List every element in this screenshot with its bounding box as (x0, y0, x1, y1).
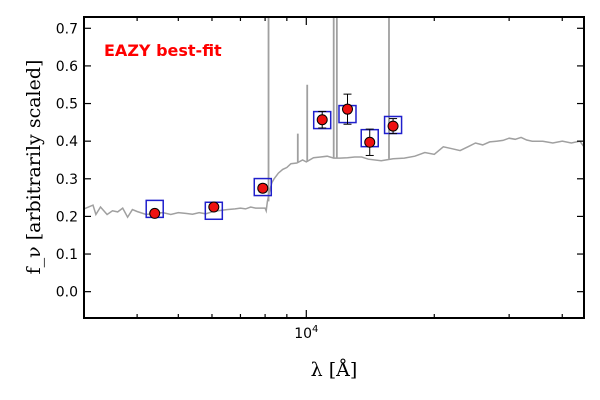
y-tick-label: 0.1 (56, 247, 78, 263)
chart-annotation: EAZY best-fit (104, 41, 222, 60)
model-box (253, 177, 273, 197)
observed-point (257, 182, 269, 194)
observed-point-layer (149, 93, 399, 219)
y-tick-label: 0.7 (56, 21, 78, 37)
observed-point (364, 136, 376, 148)
y-tick-label: 0.0 (56, 285, 78, 301)
observed-point (316, 114, 328, 126)
y-tick-label: 0.5 (56, 97, 78, 113)
y-tick-label: 0.6 (56, 59, 78, 75)
y-tick-label: 0.4 (56, 134, 78, 150)
plot-frame (83, 16, 585, 319)
observed-point (149, 207, 161, 219)
x-axis-label: λ [Å] (311, 359, 358, 381)
observed-point (208, 201, 220, 213)
observed-point (387, 120, 399, 132)
y-tick-label: 0.2 (56, 209, 78, 225)
axes-layer: 0.0 0.1 0.2 0.3 0.4 0.5 0.6 0.7 104 (56, 17, 584, 342)
model-box-layer (145, 104, 403, 221)
observed-point (341, 103, 353, 115)
y-axis-label: f_ν [arbitrarily scaled] (23, 60, 45, 275)
y-tick-label: 0.3 (56, 172, 78, 188)
x-tick-label: 104 (294, 324, 318, 342)
